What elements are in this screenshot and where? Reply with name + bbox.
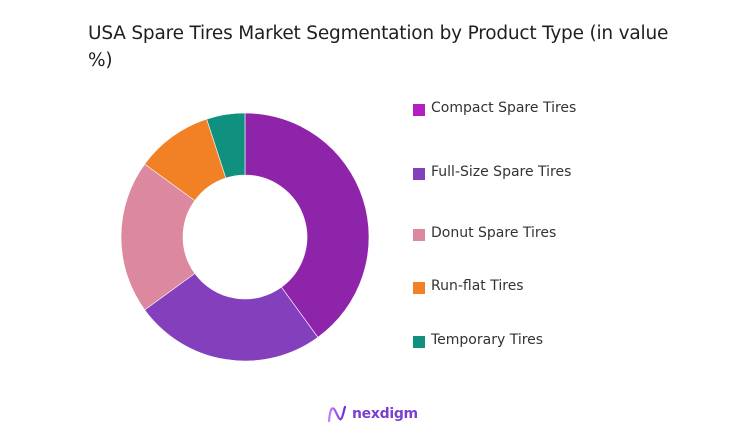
legend-item-compact-spare-tires: Compact Spare Tires (413, 100, 576, 116)
donut-slice-full-size-spare-tires (144, 273, 319, 362)
donut-slice-donut-spare-tires (120, 163, 196, 311)
legend-item-temporary-tires: Temporary Tires (413, 332, 543, 348)
legend-swatch (413, 228, 425, 241)
donut-slice-temporary-tires (206, 112, 246, 179)
nexdigm-logo: nexdigm (327, 405, 418, 423)
legend-item-donut-spare-tires: Donut Spare Tires (413, 225, 556, 241)
donut-slice-compact-spare-tires (244, 112, 370, 338)
legend-item-run-flat-tires: Run-flat Tires (413, 278, 524, 294)
legend-item-full-size-spare-tires: Full-Size Spare Tires (413, 164, 571, 180)
nexdigm-wave-icon (327, 405, 347, 423)
legend-swatch (413, 335, 425, 348)
chart-title: USA Spare Tires Market Segmentation by P… (88, 23, 669, 71)
legend-swatch (413, 103, 425, 116)
legend-swatch (413, 281, 425, 294)
legend-swatch (413, 167, 425, 180)
